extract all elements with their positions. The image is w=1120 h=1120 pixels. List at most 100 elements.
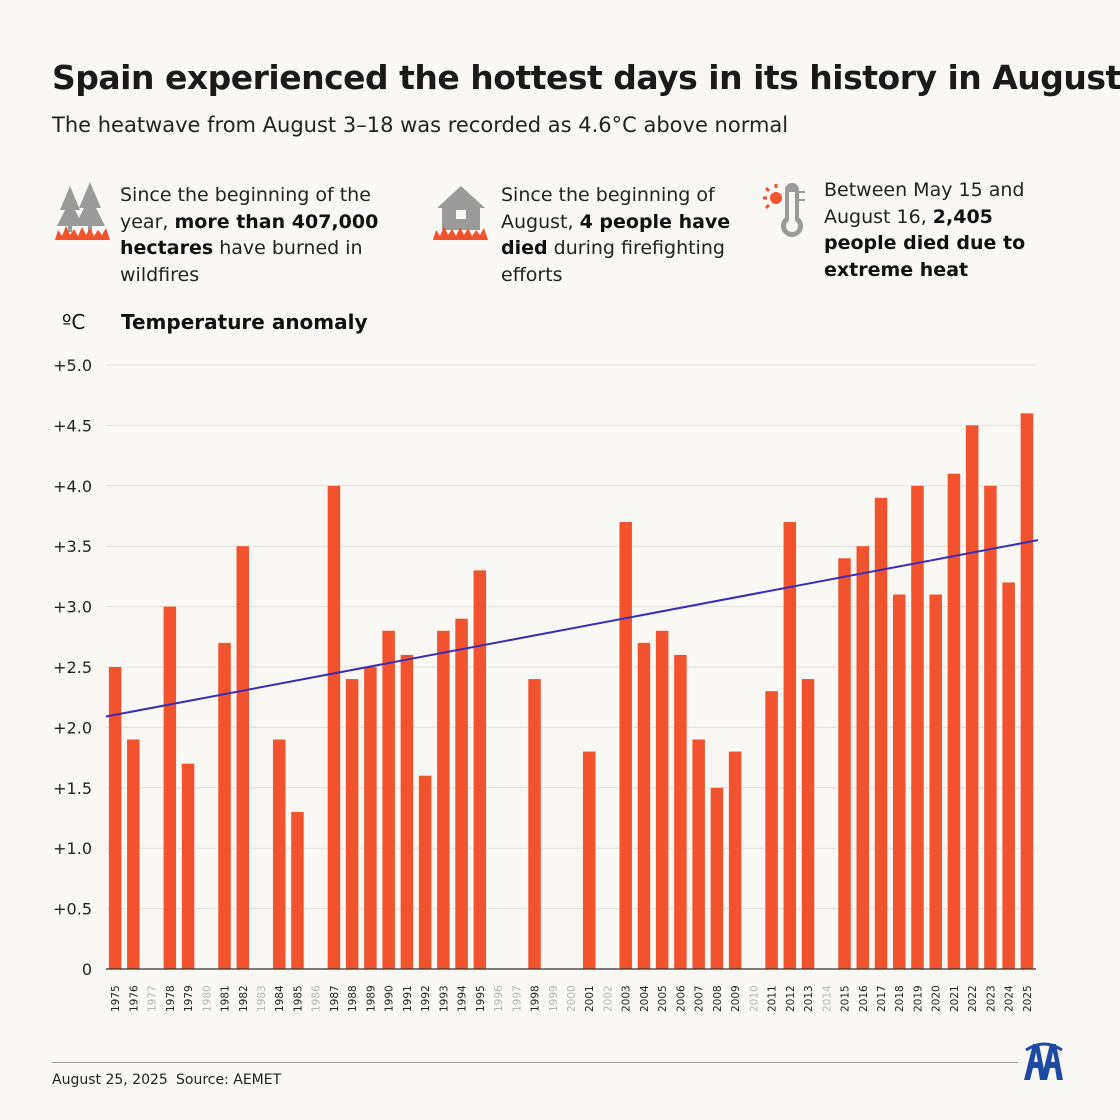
bar-2020 bbox=[929, 594, 942, 969]
thermometer-sun-icon bbox=[763, 183, 805, 237]
bar-1982 bbox=[236, 546, 250, 969]
x-tick-label-2001: 2001 bbox=[584, 985, 596, 1012]
x-tick-label-1977: 1977 bbox=[147, 985, 159, 1012]
stat-deaths-post: during firefighting efforts bbox=[501, 237, 725, 286]
bar-2022 bbox=[965, 425, 979, 969]
x-tick-label-1984: 1984 bbox=[274, 985, 286, 1012]
bar-1975 bbox=[108, 667, 122, 969]
x-tick-label-1980: 1980 bbox=[201, 985, 213, 1012]
y-tick-label: +4.5 bbox=[53, 416, 92, 435]
x-tick-labels: 1975 1976 1977 1978 1979 1980 1981 1982 1983 1984… bbox=[110, 985, 1034, 1012]
x-tick-label-2024: 2024 bbox=[1004, 985, 1016, 1012]
x-tick-label-1979: 1979 bbox=[183, 985, 195, 1012]
x-tick-label-1976: 1976 bbox=[128, 985, 140, 1012]
x-tick-label-2011: 2011 bbox=[767, 985, 779, 1012]
x-tick-label-2014: 2014 bbox=[821, 985, 833, 1012]
x-tick-label-2023: 2023 bbox=[985, 985, 997, 1012]
bar-1979 bbox=[181, 763, 195, 969]
bar-2007 bbox=[692, 739, 705, 969]
footer-date: August 25, 2025 bbox=[52, 1072, 168, 1088]
x-tick-label-2009: 2009 bbox=[730, 985, 742, 1012]
bar-2013 bbox=[801, 679, 815, 969]
bar-2011 bbox=[765, 691, 778, 969]
x-tick-label-1982: 1982 bbox=[238, 985, 250, 1012]
bar-2016 bbox=[856, 546, 870, 969]
bars bbox=[108, 413, 1034, 969]
y-tick-label: +2.5 bbox=[53, 658, 92, 677]
x-tick-label-2012: 2012 bbox=[785, 985, 797, 1012]
stat-heat-bold: 2,405 people died due to extreme heat bbox=[824, 205, 1026, 281]
y-tick-label: +4.0 bbox=[53, 477, 92, 496]
x-tick-label-1993: 1993 bbox=[438, 985, 450, 1012]
bar-2006 bbox=[674, 654, 687, 969]
bar-1994 bbox=[455, 618, 468, 969]
x-tick-label-2010: 2010 bbox=[748, 985, 760, 1012]
stat-wildfires-pre: Since the beginning of the year, bbox=[120, 184, 371, 233]
x-tick-label-2003: 2003 bbox=[621, 985, 633, 1012]
x-tick-label-1975: 1975 bbox=[110, 985, 122, 1012]
bar-1988 bbox=[345, 679, 359, 969]
x-tick-label-1994: 1994 bbox=[457, 985, 469, 1012]
y-tick-label: +2.0 bbox=[53, 718, 92, 737]
y-tick-label: +1.5 bbox=[53, 779, 92, 798]
trend-line bbox=[105, 539, 1039, 718]
stat-wildfires-post: have burned in wildfires bbox=[120, 237, 363, 286]
x-tick-label-1990: 1990 bbox=[384, 985, 396, 1012]
bar-2025 bbox=[1020, 413, 1034, 969]
temperature-anomaly-chart: 0 +0.5 +1.0 +1.5 +2.0 +2.5 +3.0 +3.5 +4.0 +4.5 +5.… bbox=[53, 356, 1039, 1012]
bar-2009 bbox=[728, 751, 742, 969]
bar-1990 bbox=[382, 630, 395, 969]
x-tick-label-2021: 2021 bbox=[949, 985, 961, 1012]
stat-deaths-bold: 4 people have died bbox=[501, 210, 731, 260]
y-axis-unit: ºC bbox=[62, 310, 86, 334]
x-tick-label-2015: 2015 bbox=[840, 985, 852, 1012]
bar-1991 bbox=[400, 654, 414, 969]
bar-2015 bbox=[838, 558, 851, 969]
x-tick-label-1989: 1989 bbox=[365, 985, 377, 1012]
x-tick-label-1978: 1978 bbox=[165, 985, 177, 1012]
bar-1978 bbox=[163, 606, 177, 969]
bar-2008 bbox=[710, 787, 724, 969]
house-fire-icon bbox=[433, 186, 488, 240]
bar-2012 bbox=[783, 522, 797, 969]
x-tick-label-1992: 1992 bbox=[420, 985, 432, 1012]
x-tick-label-2017: 2017 bbox=[876, 985, 888, 1012]
x-tick-label-1985: 1985 bbox=[292, 985, 304, 1012]
bar-1995 bbox=[473, 570, 487, 969]
bar-1992 bbox=[418, 775, 432, 969]
chart-title: Spain experienced the hottest days in it… bbox=[52, 58, 1120, 97]
forest-fire-icon bbox=[55, 182, 110, 240]
y-tick-labels: 0 +0.5 +1.0 +1.5 +2.0 +2.5 +3.0 +3.5 +4.0 +4.5 +5.… bbox=[53, 356, 92, 979]
footer-source: Source: AEMET bbox=[176, 1072, 282, 1088]
x-tick-label-1986: 1986 bbox=[311, 985, 323, 1012]
x-tick-label-2006: 2006 bbox=[675, 985, 687, 1012]
x-tick-label-2025: 2025 bbox=[1022, 985, 1034, 1012]
footer-divider bbox=[52, 1062, 1018, 1063]
x-tick-label-2005: 2005 bbox=[657, 985, 669, 1012]
bar-1998 bbox=[528, 679, 541, 969]
x-tick-label-2022: 2022 bbox=[967, 985, 979, 1012]
y-tick-label: 0 bbox=[82, 960, 92, 979]
bar-1993 bbox=[437, 630, 450, 969]
bar-2019 bbox=[911, 485, 924, 969]
x-tick-label-1983: 1983 bbox=[256, 985, 268, 1012]
bar-2024 bbox=[1002, 582, 1015, 969]
x-tick-label-1999: 1999 bbox=[548, 985, 560, 1012]
bar-2023 bbox=[984, 485, 997, 969]
x-tick-label-2002: 2002 bbox=[602, 985, 614, 1012]
x-tick-label-2019: 2019 bbox=[912, 985, 924, 1012]
bar-1985 bbox=[291, 811, 304, 969]
y-tick-label: +0.5 bbox=[53, 900, 92, 919]
x-tick-label-1987: 1987 bbox=[329, 985, 341, 1012]
chart-subtitle: The heatwave from August 3–18 was record… bbox=[52, 113, 789, 137]
bar-1984 bbox=[272, 739, 286, 969]
x-tick-label-1996: 1996 bbox=[493, 985, 505, 1012]
y-tick-label: +3.0 bbox=[53, 598, 92, 617]
x-tick-label-2007: 2007 bbox=[694, 985, 706, 1012]
bar-2004 bbox=[637, 642, 651, 969]
x-tick-label-2013: 2013 bbox=[803, 985, 815, 1012]
bar-2017 bbox=[874, 497, 888, 969]
y-axis-title: Temperature anomaly bbox=[121, 310, 368, 334]
x-tick-label-1981: 1981 bbox=[220, 985, 232, 1012]
x-tick-label-1998: 1998 bbox=[530, 985, 542, 1012]
